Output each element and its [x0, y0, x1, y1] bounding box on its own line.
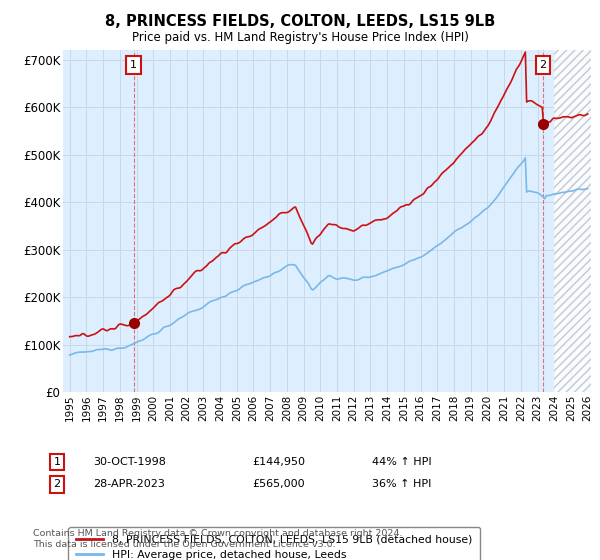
Text: 2: 2 [539, 59, 547, 69]
Text: Contains HM Land Registry data © Crown copyright and database right 2024.
This d: Contains HM Land Registry data © Crown c… [33, 529, 403, 549]
Text: 36% ↑ HPI: 36% ↑ HPI [372, 479, 431, 489]
Text: 8, PRINCESS FIELDS, COLTON, LEEDS, LS15 9LB: 8, PRINCESS FIELDS, COLTON, LEEDS, LS15 … [105, 14, 495, 29]
Legend: 8, PRINCESS FIELDS, COLTON, LEEDS, LS15 9LB (detached house), HPI: Average price: 8, PRINCESS FIELDS, COLTON, LEEDS, LS15 … [68, 527, 480, 560]
Text: 44% ↑ HPI: 44% ↑ HPI [372, 457, 431, 467]
Text: 1: 1 [130, 59, 137, 69]
Text: 30-OCT-1998: 30-OCT-1998 [93, 457, 166, 467]
Bar [554, 50, 599, 392]
Bar [554, 50, 599, 392]
Text: £565,000: £565,000 [252, 479, 305, 489]
Text: £144,950: £144,950 [252, 457, 305, 467]
Text: Price paid vs. HM Land Registry's House Price Index (HPI): Price paid vs. HM Land Registry's House … [131, 31, 469, 44]
Text: 28-APR-2023: 28-APR-2023 [93, 479, 165, 489]
Text: 2: 2 [53, 479, 61, 489]
Text: 1: 1 [53, 457, 61, 467]
